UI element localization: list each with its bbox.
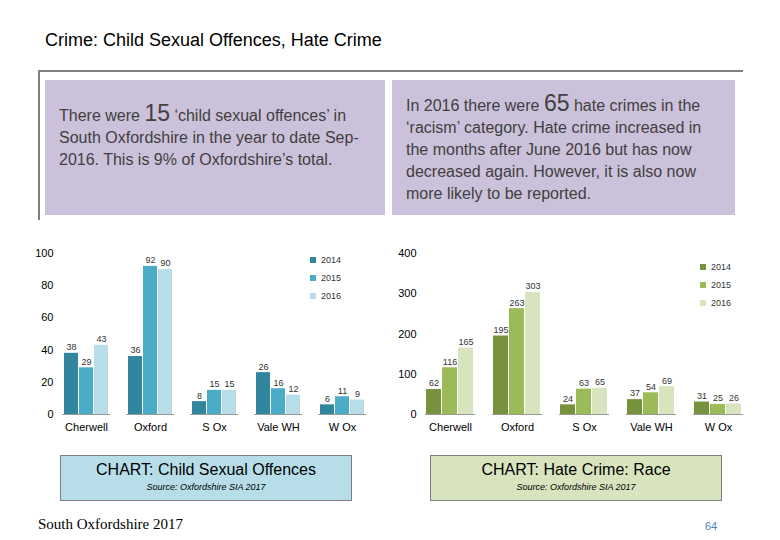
svg-text:31: 31	[697, 391, 707, 401]
html-text:2015: 2015	[711, 280, 731, 290]
svg-text:40: 40	[41, 344, 53, 356]
svg-text:24: 24	[563, 394, 573, 404]
html-text:In 2016 there were65hate crime: In 2016 there were65hate crimes in the ‘…	[406, 90, 702, 202]
svg-text:11: 11	[338, 386, 347, 396]
svg-text:S Ox: S Ox	[572, 421, 597, 433]
svg-text:263: 263	[509, 298, 524, 308]
svg-text:38: 38	[66, 342, 76, 352]
svg-text:S Ox: S Ox	[202, 421, 227, 433]
svg-text:6: 6	[325, 394, 330, 404]
svg-text:116: 116	[443, 357, 457, 367]
html-text:CHART: Child Sexual Offences: CHART: Child Sexual Offences	[96, 461, 316, 478]
svg-text:9: 9	[355, 389, 360, 399]
svg-text:63: 63	[579, 378, 589, 388]
svg-text:195: 195	[493, 325, 508, 335]
svg-text:400: 400	[398, 247, 416, 259]
svg-text:25: 25	[713, 393, 723, 403]
svg-text:92: 92	[145, 255, 155, 265]
svg-text:W Ox: W Ox	[329, 421, 357, 433]
svg-text:29: 29	[81, 357, 91, 367]
svg-text:165: 165	[458, 337, 473, 347]
svg-text:300: 300	[398, 287, 416, 299]
svg-text:15: 15	[209, 379, 219, 389]
svg-text:303: 303	[525, 281, 540, 291]
html-text:Source: Oxfordshire SIA 2017: Source: Oxfordshire SIA 2017	[516, 482, 636, 492]
html-text:CHART: Hate Crime: Race: CHART: Hate Crime: Race	[481, 461, 671, 478]
svg-text:60: 60	[41, 311, 53, 323]
html-text:64: 64	[705, 520, 718, 532]
svg-text:0: 0	[410, 408, 416, 420]
svg-text:100: 100	[398, 368, 416, 380]
html-text:There were15‘child sexual offe: There were15‘child sexual offences’ in S…	[59, 100, 359, 168]
html-text:Source: Oxfordshire SIA 2017: Source: Oxfordshire SIA 2017	[146, 482, 266, 492]
svg-text:Cherwell: Cherwell	[429, 421, 472, 433]
svg-text:37: 37	[630, 388, 640, 398]
svg-text:200: 200	[398, 328, 416, 340]
html-text:2015: 2015	[321, 273, 341, 283]
svg-text:8: 8	[197, 391, 202, 401]
svg-text:Oxford: Oxford	[501, 421, 534, 433]
svg-text:Vale WH: Vale WH	[630, 421, 673, 433]
svg-text:16: 16	[273, 378, 283, 388]
svg-text:0: 0	[47, 408, 53, 420]
svg-text:26: 26	[258, 362, 268, 372]
html-text:2014: 2014	[711, 262, 731, 272]
svg-text:15: 15	[224, 379, 234, 389]
svg-text:80: 80	[41, 279, 53, 291]
svg-text:20: 20	[41, 376, 53, 388]
html-text:2016: 2016	[321, 291, 341, 301]
svg-text:26: 26	[729, 393, 739, 403]
svg-text:62: 62	[429, 378, 439, 388]
svg-text:12: 12	[288, 384, 298, 394]
svg-text:54: 54	[646, 382, 656, 392]
svg-text:36: 36	[130, 345, 140, 355]
svg-text:Vale WH: Vale WH	[257, 421, 300, 433]
html-text:2014: 2014	[321, 255, 341, 265]
svg-text:43: 43	[96, 334, 106, 344]
svg-text:Oxford: Oxford	[134, 421, 167, 433]
html-text:South Oxfordshire 2017: South Oxfordshire 2017	[38, 516, 183, 532]
svg-text:65: 65	[595, 377, 605, 387]
svg-text:W Ox: W Ox	[705, 421, 733, 433]
html-text:Crime: Child Sexual Offences,: Crime: Child Sexual Offences, Hate Crime	[45, 30, 382, 50]
svg-text:90: 90	[160, 258, 170, 268]
svg-text:Cherwell: Cherwell	[65, 421, 108, 433]
svg-text:69: 69	[662, 376, 672, 386]
html-text:2016: 2016	[711, 298, 731, 308]
svg-text:100: 100	[35, 247, 53, 259]
